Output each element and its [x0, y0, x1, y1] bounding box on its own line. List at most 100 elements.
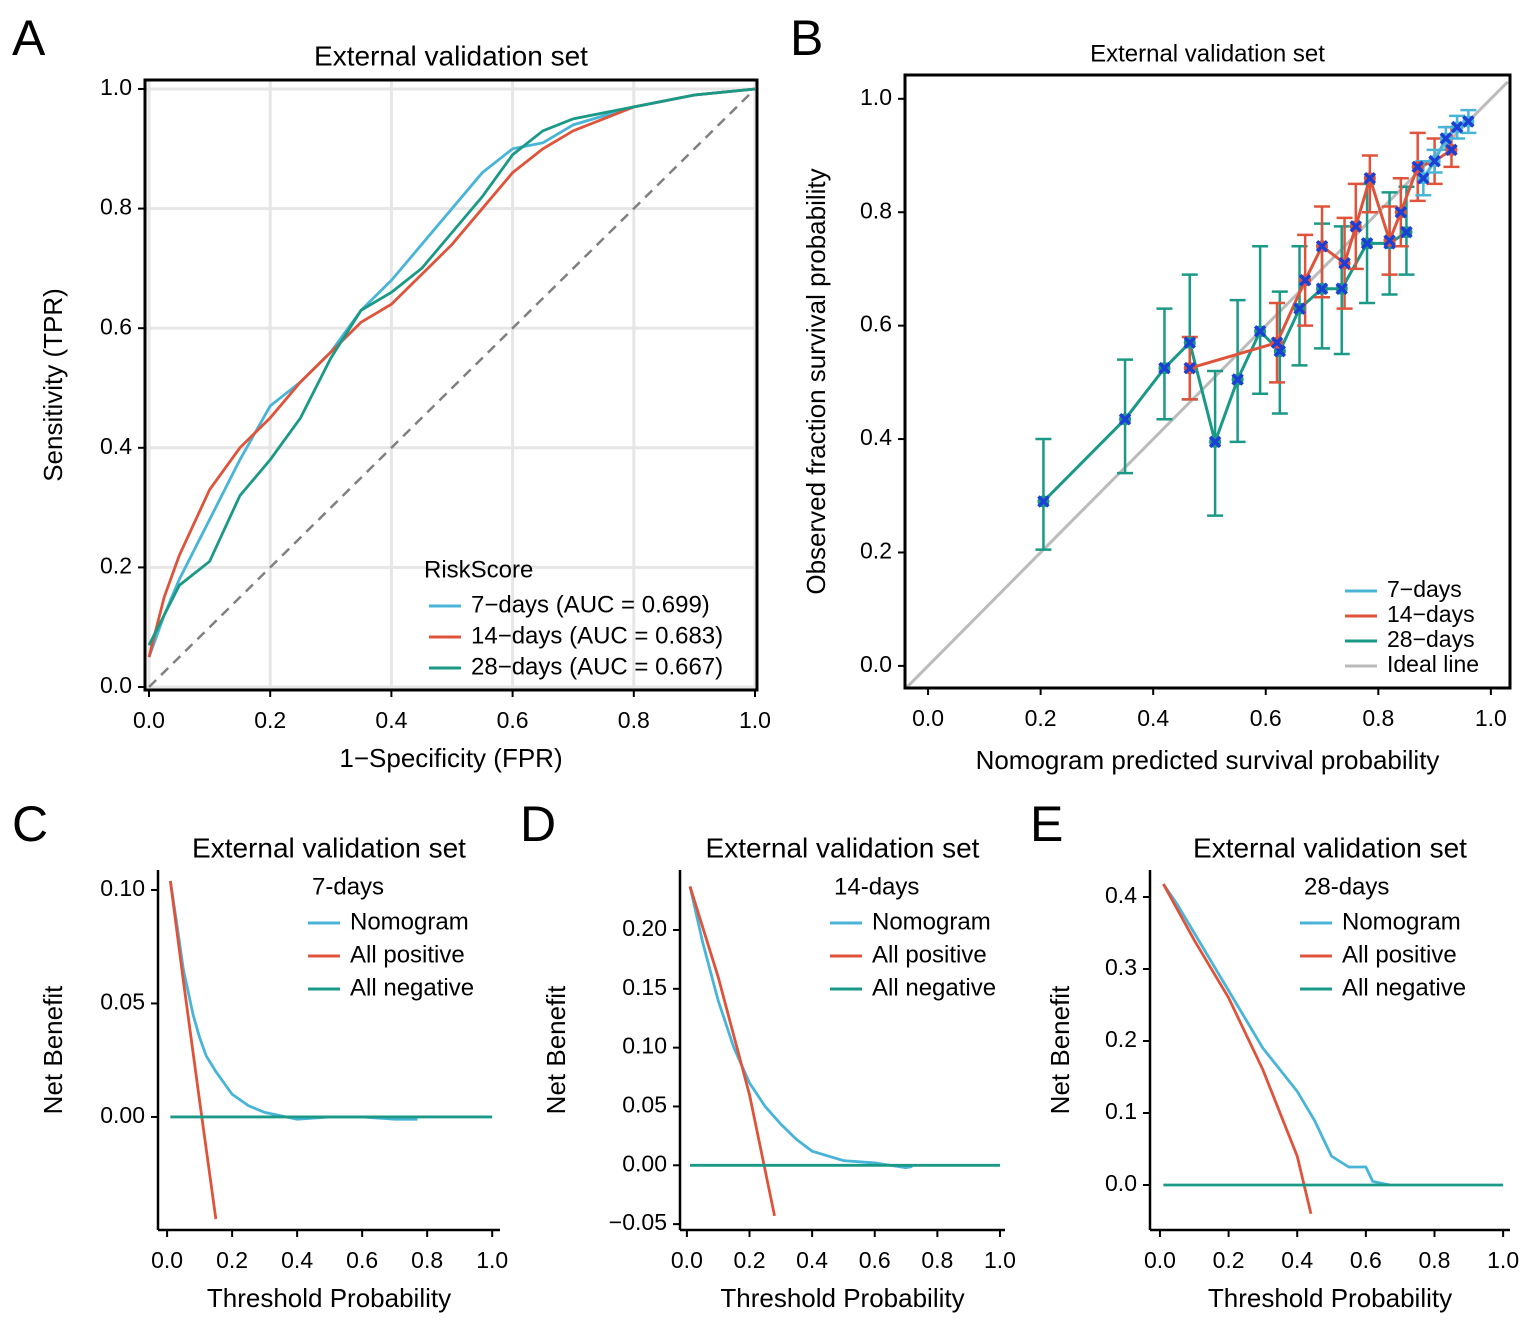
chart-title: External validation set: [706, 832, 980, 863]
y-axis-title: Sensitivity (TPR): [38, 288, 68, 482]
point-cross: [1253, 325, 1267, 338]
y-axis-title: Net Benefit: [1045, 985, 1075, 1114]
legend-label: All positive: [872, 941, 987, 968]
y-axis-title: Net Benefit: [38, 985, 68, 1114]
x-tick-label: 0.4: [1281, 1247, 1313, 1273]
legend-label: 7−days (AUC = 0.699): [471, 591, 710, 618]
point: [1411, 160, 1424, 174]
point-cross: [1208, 435, 1222, 449]
point: [1417, 171, 1430, 185]
panel-letter: D: [520, 796, 556, 852]
point: [1360, 237, 1374, 250]
chart-title: External validation set: [1193, 832, 1467, 863]
point: [1394, 205, 1408, 219]
x-tick-label: 0.4: [375, 707, 407, 733]
legend-label: All negative: [1342, 974, 1466, 1001]
point: [1315, 240, 1329, 253]
y-tick-label: 0.2: [1105, 1026, 1137, 1052]
x-tick-label: 0.2: [734, 1247, 766, 1273]
panel-letter: E: [1030, 796, 1063, 852]
point-cross: [1037, 495, 1050, 508]
x-tick-label: 0.0: [133, 707, 165, 733]
legend-label: 14−days (AUC = 0.683): [471, 622, 723, 649]
point-cross: [1445, 143, 1458, 157]
x-tick-label: 1.0: [1475, 705, 1507, 731]
series-line: [904, 80, 1509, 690]
x-tick-label: 0.2: [216, 1247, 248, 1273]
legend-label: Nomogram: [872, 908, 991, 935]
chart-title: External validation set: [314, 40, 588, 71]
y-tick-label: 0.1: [1105, 1098, 1137, 1124]
x-tick-label: 0.8: [1362, 705, 1394, 731]
point-cross: [1428, 154, 1441, 168]
legend-label: Ideal line: [1387, 651, 1479, 677]
point: [1158, 361, 1171, 375]
point-cross: [1315, 282, 1329, 296]
point-cross: [1417, 171, 1430, 185]
series-line: [147, 87, 756, 646]
point: [1231, 373, 1244, 386]
legend-label: 7−days: [1387, 576, 1462, 602]
y-tick-label: 0.10: [100, 875, 145, 901]
x-tick-label: 0.2: [254, 707, 286, 733]
y-tick-label: 0.3: [1105, 954, 1137, 980]
y-tick-label: 0.4: [1105, 882, 1137, 908]
point-cross: [1183, 336, 1197, 349]
x-tick-label: 0.0: [912, 705, 944, 731]
y-tick-label: 0.2: [860, 538, 892, 564]
point-cross: [1383, 234, 1396, 247]
error-bar: [1035, 437, 1052, 551]
point-cross: [1360, 237, 1374, 250]
point: [1253, 325, 1267, 338]
point: [1298, 274, 1312, 287]
x-tick-label: 0.4: [281, 1247, 313, 1273]
series-line: [147, 87, 756, 658]
y-tick-label: 0.20: [622, 915, 667, 941]
point-cross: [1462, 115, 1475, 128]
series-line: [1162, 883, 1391, 1187]
point: [1462, 115, 1475, 128]
y-axis-title: Net Benefit: [541, 985, 571, 1114]
x-tick-label: 0.8: [921, 1247, 953, 1273]
series-line: [168, 880, 218, 1220]
x-tick-label: 0.8: [618, 707, 650, 733]
point-cross: [1338, 257, 1351, 270]
x-tick-label: 0.8: [411, 1247, 443, 1273]
x-tick-label: 1.0: [984, 1247, 1016, 1273]
point: [1037, 495, 1050, 508]
y-tick-label: 0.0: [860, 651, 892, 677]
point: [1118, 412, 1132, 426]
x-tick-label: 0.0: [671, 1247, 703, 1273]
legend-title: 28-days: [1304, 873, 1389, 900]
point: [1363, 171, 1377, 185]
y-tick-label: 0.6: [860, 311, 892, 337]
x-tick-label: 0.2: [1025, 705, 1057, 731]
error-bar: [1229, 298, 1246, 444]
point: [1428, 154, 1441, 168]
y-tick-label: 0.00: [100, 1102, 145, 1128]
legend-label: All negative: [350, 974, 474, 1001]
point-cross: [1293, 302, 1306, 315]
point: [1183, 361, 1197, 375]
legend-label: Nomogram: [1342, 908, 1461, 935]
point-cross: [1315, 240, 1329, 253]
chart-title: External validation set: [192, 832, 466, 863]
plot-frame: [903, 73, 1512, 690]
point: [1450, 120, 1464, 134]
point-cross: [1118, 412, 1132, 426]
y-tick-label: 0.0: [100, 672, 132, 698]
x-tick-label: 0.6: [1350, 1247, 1382, 1273]
point: [1445, 143, 1458, 157]
series-line: [688, 886, 776, 1217]
point-cross: [1363, 171, 1377, 185]
x-tick-label: 0.0: [1144, 1247, 1176, 1273]
point: [1439, 132, 1453, 145]
y-tick-label: 0.05: [622, 1092, 667, 1118]
point-cross: [1183, 361, 1197, 375]
y-tick-label: 0.8: [100, 194, 132, 220]
x-tick-label: 0.4: [796, 1247, 828, 1273]
x-tick-label: 0.2: [1213, 1247, 1245, 1273]
point: [1293, 302, 1306, 315]
